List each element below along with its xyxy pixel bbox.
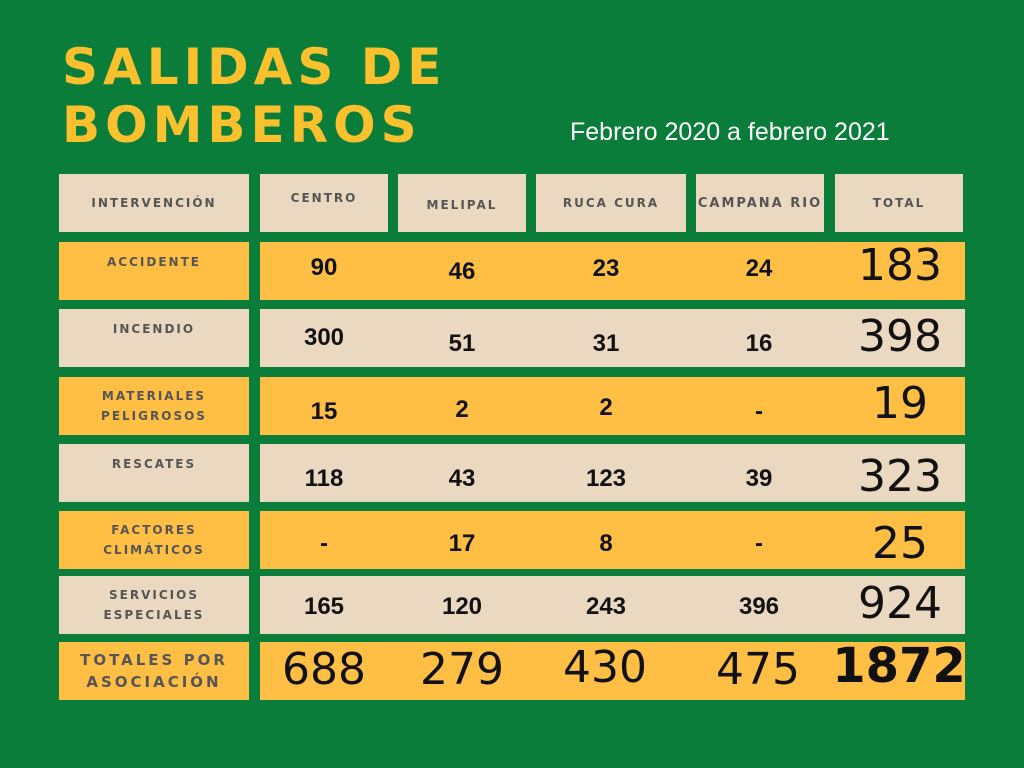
row-label-factores-climaticos: FACTORES CLIMÁTICOS: [59, 511, 249, 569]
header-campana-rio: CAMPANA RIO: [696, 174, 824, 232]
header-total: TOTAL: [835, 174, 963, 232]
cell-factores-centro: -: [320, 530, 328, 557]
cell-rescates-total: 323: [858, 451, 942, 502]
cell-incendio-campana-rio: 16: [745, 330, 773, 357]
row-label-incendio: INCENDIO: [59, 309, 249, 367]
cell-rescates-centro: 118: [304, 465, 344, 492]
cell-materiales-melipal: 2: [455, 396, 469, 423]
row-band-servicios-especiales: [260, 576, 965, 634]
cell-materiales-total: 19: [872, 378, 928, 429]
cell-rescates-ruca-cura: 123: [585, 465, 627, 492]
cell-totales-campana-rio: 475: [716, 644, 800, 695]
row-label-accidente: ACCIDENTE: [59, 242, 249, 300]
cell-incendio-ruca-cura: 31: [592, 330, 620, 357]
cell-factores-campana-rio: -: [755, 530, 763, 557]
cell-totales-centro: 688: [282, 644, 366, 695]
cell-rescates-melipal: 43: [448, 465, 476, 492]
cell-materiales-centro: 15: [310, 398, 338, 425]
cell-accidente-centro: 90: [310, 254, 338, 281]
row-band-factores-climaticos: [260, 511, 965, 569]
cell-servicios-centro: 165: [303, 593, 345, 620]
header-centro: CENTRO: [260, 174, 388, 232]
page-title: SALIDAS DE BOMBEROS: [62, 38, 446, 154]
cell-incendio-total: 398: [858, 311, 942, 362]
cell-materiales-ruca-cura: 2: [599, 394, 613, 421]
title-line-2: BOMBEROS: [62, 96, 422, 154]
cell-totales-ruca-cura: 430: [563, 642, 647, 693]
row-band-rescates: [260, 444, 965, 502]
subtitle: Febrero 2020 a febrero 2021: [570, 118, 890, 146]
header-ruca-cura: RUCA CURA: [536, 174, 686, 232]
cell-grand-total: 1872: [832, 638, 966, 694]
cell-accidente-melipal: 46: [448, 258, 476, 285]
cell-servicios-melipal: 120: [441, 593, 483, 620]
cell-servicios-total: 924: [858, 578, 942, 629]
cell-factores-melipal: 17: [448, 530, 476, 557]
header-intervention: INTERVENCIÓN: [59, 174, 249, 232]
cell-factores-ruca-cura: 8: [599, 530, 613, 557]
row-label-servicios-especiales: SERVICIOS ESPECIALES: [59, 576, 249, 634]
cell-materiales-campana-rio: -: [755, 398, 763, 425]
cell-totales-melipal: 279: [420, 644, 504, 695]
cell-incendio-melipal: 51: [448, 330, 476, 357]
row-band-materiales-peligrosos: [260, 377, 965, 435]
title-line-1: SALIDAS DE: [62, 38, 447, 96]
cell-factores-total: 25: [872, 518, 928, 569]
cell-rescates-campana-rio: 39: [745, 465, 773, 492]
cell-servicios-ruca-cura: 243: [585, 593, 627, 620]
row-band-totales: [260, 642, 965, 700]
row-band-incendio: [260, 309, 965, 367]
cell-incendio-centro: 300: [303, 324, 345, 351]
cell-accidente-total: 183: [858, 240, 942, 291]
cell-servicios-campana-rio: 396: [738, 593, 780, 620]
header-melipal: MELIPAL: [398, 174, 526, 232]
row-label-rescates: RESCATES: [59, 444, 249, 502]
cell-accidente-ruca-cura: 23: [592, 255, 620, 282]
row-label-totales: TOTALES POR ASOCIACIÓN: [59, 642, 249, 700]
row-band-accidente: [260, 242, 965, 300]
cell-accidente-campana-rio: 24: [745, 255, 773, 282]
row-label-materiales-peligrosos: MATERIALES PELIGROSOS: [59, 377, 249, 435]
